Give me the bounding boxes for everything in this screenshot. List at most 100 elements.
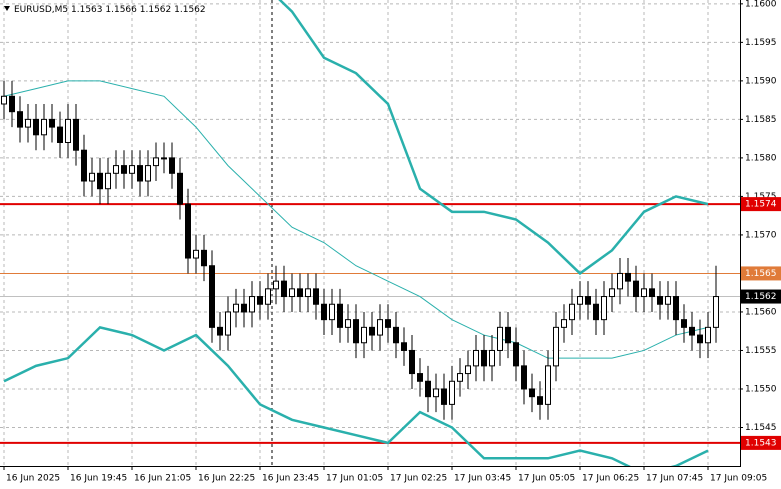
candle-body	[409, 349, 415, 375]
candle-body	[465, 365, 471, 375]
candle-body	[497, 326, 503, 351]
candle-body	[41, 118, 47, 136]
candle-body	[329, 303, 335, 321]
candle-body	[161, 157, 167, 160]
candle-body	[257, 296, 263, 305]
candle-body	[137, 165, 143, 182]
ohlc-close: 1.1562	[174, 5, 206, 15]
candle-body	[673, 296, 679, 321]
candle-body	[9, 95, 15, 113]
x-tick-label: 16 Jun 22:25	[198, 474, 255, 484]
indicator-line	[3, 80, 709, 359]
current-price-bg	[741, 289, 781, 304]
candle-body	[449, 380, 455, 405]
candle-body	[33, 118, 39, 136]
level-label: 1.1574	[745, 200, 777, 210]
candle-body	[177, 172, 183, 205]
indicator-line	[278, 0, 709, 276]
candle-body	[321, 303, 327, 321]
candle-body	[121, 165, 127, 174]
candle-body	[593, 303, 599, 321]
level-label-bg	[741, 435, 781, 450]
candle-body	[697, 334, 703, 344]
candle-body	[601, 296, 607, 321]
x-tick-label: 17 Jun 05:05	[518, 474, 575, 484]
candle-body	[649, 288, 655, 298]
candle-body	[153, 157, 159, 167]
candle-body	[145, 165, 151, 182]
candle-body	[1, 95, 7, 105]
candle-body	[393, 326, 399, 344]
candle-body	[489, 349, 495, 367]
candle-body	[681, 319, 687, 328]
candle-body	[625, 272, 631, 282]
candle-body	[185, 203, 191, 259]
candle-body	[17, 111, 23, 128]
candle-body	[113, 165, 119, 174]
candle-body	[457, 373, 463, 382]
candle-body	[201, 249, 207, 267]
candle-body	[569, 303, 575, 321]
y-tick-label: 1.1555	[745, 346, 777, 356]
candle-body	[617, 272, 623, 290]
ohlc-high: 1.1566	[105, 5, 137, 15]
y-tick-label: 1.1585	[745, 115, 777, 125]
level-label: 1.1565	[745, 269, 777, 279]
ohlc-open: 1.1563	[71, 5, 103, 15]
level-label: 1.1543	[745, 438, 777, 448]
candle-body	[305, 288, 311, 298]
chart-header: EURUSD,M5 1.1563 1.1566 1.1562 1.1562	[14, 5, 206, 15]
y-tick-label: 1.1590	[745, 76, 777, 86]
axes: 1.1545 1.1550 1.1555 1.1560 1.1565 1.1570 1.15…	[3, 0, 781, 484]
candle-body	[57, 126, 63, 143]
candle-body	[433, 388, 439, 398]
candle-body	[689, 326, 695, 336]
candle-body	[361, 326, 367, 344]
candle-body	[25, 118, 31, 128]
candle-body	[209, 265, 215, 328]
y-tick-label: 1.1560	[745, 307, 777, 317]
candle-body	[553, 326, 559, 367]
indicator-line	[3, 325, 709, 466]
x-tick-label: 16 Jun 21:05	[134, 474, 191, 484]
candle-body	[369, 326, 375, 336]
candle-body	[345, 319, 351, 328]
candle-body	[289, 288, 295, 298]
candle-body	[633, 280, 639, 298]
candle-body	[273, 280, 279, 290]
symbol: EURUSD,M5	[14, 5, 68, 15]
x-tick-label: 16 Jun 2025	[6, 474, 60, 484]
plot	[0, 0, 740, 466]
level-label-bg	[741, 266, 781, 281]
x-tick-label: 16 Jun 19:45	[70, 474, 127, 484]
y-tick-label: 1.1570	[745, 230, 777, 240]
candle-body	[529, 388, 535, 398]
candle-body	[377, 319, 383, 336]
menu-arrow[interactable]	[4, 6, 10, 11]
level-label-bg	[741, 197, 781, 212]
x-tick-label: 16 Jun 23:45	[262, 474, 319, 484]
candle-body	[233, 303, 239, 313]
candle-body	[481, 349, 487, 367]
candle-body	[105, 172, 111, 190]
candle-body	[665, 296, 671, 305]
candle-body	[89, 172, 95, 182]
candle-body	[241, 303, 247, 313]
candle-body	[129, 165, 135, 174]
candle-body	[265, 288, 271, 305]
candle-body	[705, 326, 711, 344]
candle-body	[353, 319, 359, 344]
x-tick-label: 17 Jun 07:45	[646, 474, 703, 484]
candle-body	[561, 319, 567, 328]
candle-body	[281, 280, 287, 298]
y-tick-label: 1.1550	[745, 384, 777, 394]
candle-body	[217, 326, 223, 336]
candle-body	[225, 311, 231, 336]
candle-body	[97, 172, 103, 190]
candle-body	[513, 342, 519, 367]
candle-body	[337, 303, 343, 328]
candle-body	[657, 296, 663, 305]
ohlc-low: 1.1562	[140, 5, 172, 15]
